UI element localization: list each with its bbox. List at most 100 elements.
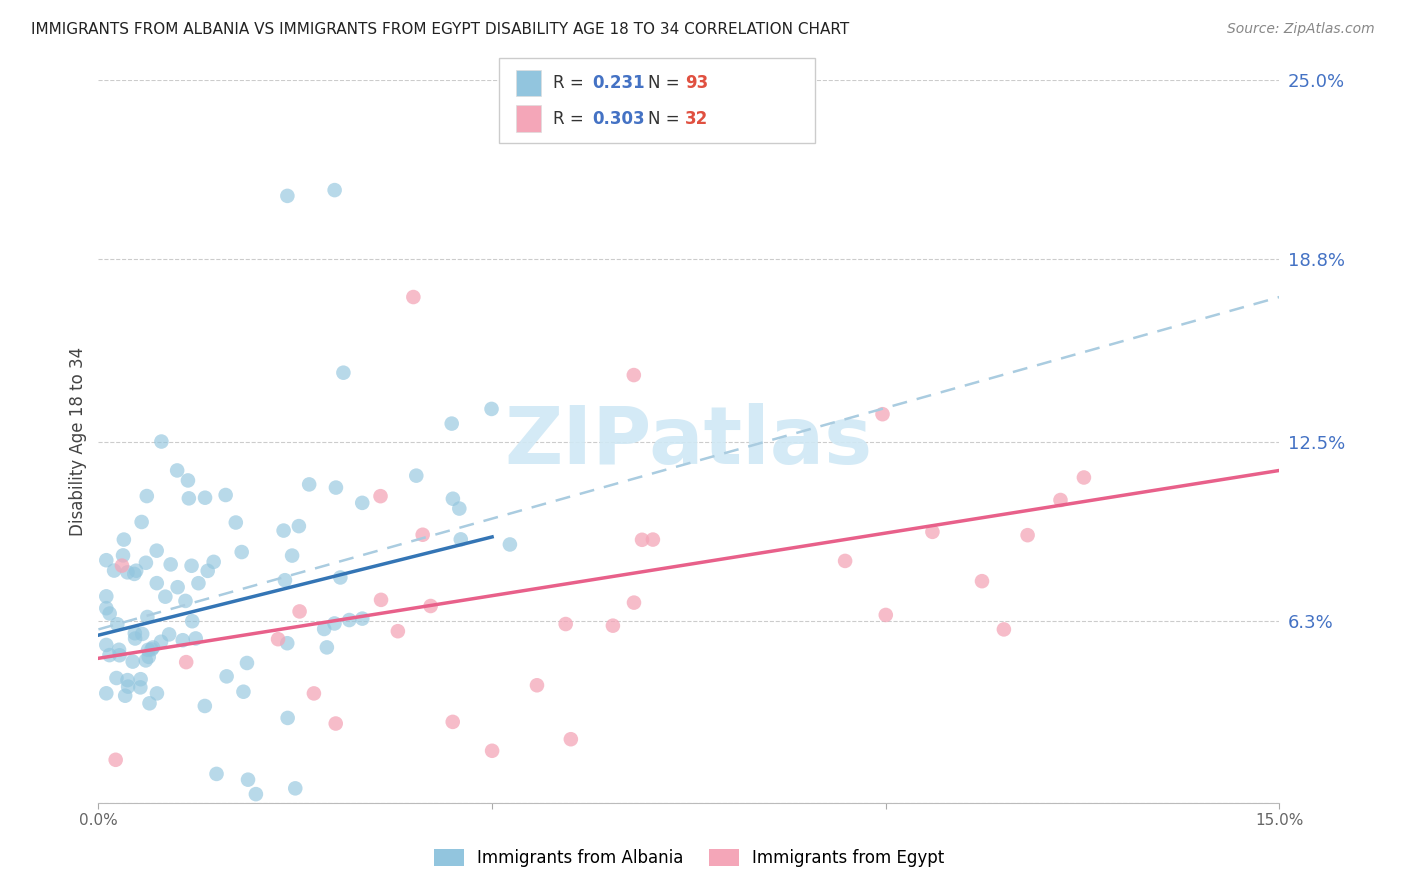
Point (105, 617, 128, 632)
Point (440, 417, 463, 431)
Point (205, 767, 228, 781)
Point (174, 655, 197, 669)
Text: Source: ZipAtlas.com: Source: ZipAtlas.com (1227, 22, 1375, 37)
Point (302, 686, 325, 700)
Point (96, 638, 118, 652)
Point (108, 648, 131, 663)
Text: 0.303: 0.303 (592, 110, 644, 128)
Point (142, 640, 165, 655)
Point (150, 434, 173, 449)
Point (155, 590, 177, 604)
Point (332, 366, 354, 380)
Point (337, 613, 360, 627)
Point (1049, 493, 1071, 508)
Point (108, 642, 131, 657)
Point (146, 686, 169, 700)
Point (526, 678, 548, 692)
Point (323, 183, 346, 197)
Point (370, 592, 392, 607)
Point (117, 673, 139, 687)
Point (277, 711, 299, 725)
Point (499, 537, 522, 551)
Point (166, 580, 188, 594)
Point (325, 716, 347, 731)
Point (114, 689, 136, 703)
Point (166, 463, 188, 477)
Point (177, 474, 200, 488)
Legend: Immigrants from Albania, Immigrants from Egypt: Immigrants from Albania, Immigrants from… (427, 842, 950, 874)
Point (177, 491, 200, 506)
Point (117, 680, 139, 694)
Point (146, 576, 169, 591)
Point (419, 599, 441, 613)
Point (232, 684, 254, 698)
Text: ZIPatlas: ZIPatlas (505, 402, 873, 481)
Point (641, 533, 664, 547)
Point (136, 610, 159, 624)
Point (560, 732, 582, 747)
Point (129, 672, 152, 686)
Point (352, 496, 374, 510)
Point (412, 527, 434, 541)
Point (370, 489, 392, 503)
Point (245, 787, 267, 801)
Point (96, 686, 118, 700)
Point (441, 491, 464, 506)
Point (131, 627, 153, 641)
Point (267, 632, 290, 647)
Point (131, 515, 153, 529)
Point (124, 626, 146, 640)
Y-axis label: Disability Age 18 to 34: Disability Age 18 to 34 (69, 347, 87, 536)
Point (1017, 528, 1039, 542)
Point (112, 533, 135, 547)
Point (970, 574, 993, 589)
Point (315, 640, 337, 655)
Point (135, 556, 157, 570)
Point (174, 594, 197, 608)
Point (236, 656, 259, 670)
Point (281, 549, 304, 563)
Point (96, 590, 118, 604)
Point (274, 573, 297, 587)
Point (135, 489, 157, 503)
Point (231, 545, 253, 559)
Point (117, 566, 139, 580)
Point (481, 401, 503, 416)
Point (159, 558, 181, 572)
Point (450, 533, 472, 547)
Point (225, 516, 247, 530)
Point (105, 671, 128, 685)
Point (202, 555, 225, 569)
Point (180, 558, 202, 573)
Point (387, 624, 409, 639)
Point (875, 607, 897, 622)
Point (138, 696, 160, 710)
Text: 93: 93 (685, 74, 709, 92)
Point (1073, 470, 1095, 484)
Point (214, 488, 236, 502)
Point (138, 649, 160, 664)
Point (329, 570, 352, 584)
Point (197, 564, 219, 578)
Point (194, 698, 217, 713)
Point (352, 612, 374, 626)
Point (111, 558, 134, 573)
Point (215, 669, 238, 683)
Point (103, 564, 125, 578)
Point (98, 648, 121, 662)
Point (623, 596, 645, 610)
Point (481, 744, 503, 758)
Text: R =: R = (553, 74, 589, 92)
Point (236, 772, 259, 787)
Point (554, 617, 576, 632)
Point (325, 481, 347, 495)
Point (602, 618, 624, 632)
Point (184, 632, 207, 646)
Text: N =: N = (648, 74, 685, 92)
Point (288, 519, 311, 533)
Point (187, 576, 209, 591)
Point (125, 564, 148, 578)
Point (993, 623, 1015, 637)
Point (135, 653, 157, 667)
Point (323, 616, 346, 631)
